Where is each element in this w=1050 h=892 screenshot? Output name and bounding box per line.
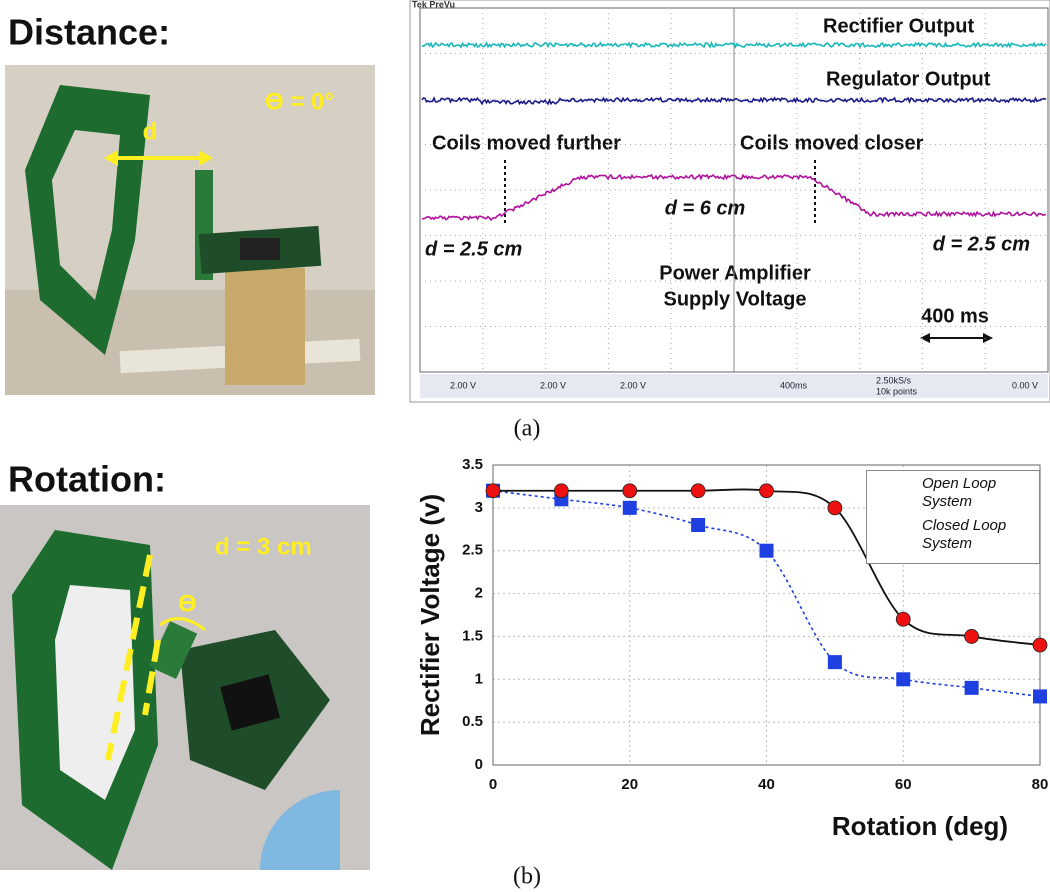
annotation: Coils moved closer xyxy=(740,132,924,154)
annotation: d = 6 cm xyxy=(665,197,746,219)
y-tick-label: 3.5 xyxy=(462,456,483,473)
annotation: d = 2.5 cm xyxy=(933,233,1030,255)
scope-setting: 2.00 V xyxy=(540,380,566,390)
photo-label: d = 3 cm xyxy=(215,533,312,560)
panel-title: Rotation: xyxy=(8,459,166,500)
scope-setting: 2.00 V xyxy=(620,380,646,390)
marker xyxy=(828,501,842,515)
photo-distance: d ϴ = 0° xyxy=(5,65,375,395)
marker xyxy=(623,484,637,498)
y-tick-label: 1 xyxy=(475,670,483,687)
annotation: d = 2.5 cm xyxy=(425,238,522,260)
y-axis-label: Rectifier Voltage (v) xyxy=(415,494,445,736)
x-tick-label: 60 xyxy=(895,776,912,793)
marker xyxy=(623,501,637,515)
y-tick-label: 2 xyxy=(475,585,483,602)
trace-label: Regulator Output xyxy=(826,68,991,90)
legend-label: Open Loop System xyxy=(922,475,1017,511)
marker xyxy=(828,655,842,669)
marker xyxy=(1033,638,1047,652)
scope-brand: Tek PreVu xyxy=(412,0,455,9)
y-tick-label: 3 xyxy=(475,499,483,516)
panel-title: Distance: xyxy=(8,12,170,53)
marker xyxy=(965,629,979,643)
marker xyxy=(691,484,705,498)
annotation: Coils moved further xyxy=(432,132,621,154)
caption: (b) xyxy=(513,864,541,890)
marker xyxy=(760,484,774,498)
photo-rotation: d = 3 cm ϴ xyxy=(0,505,370,870)
annotation: 400 ms xyxy=(921,305,989,327)
marker xyxy=(1033,689,1047,703)
marker xyxy=(691,518,705,532)
annotation: Supply Voltage xyxy=(664,288,807,310)
marker xyxy=(760,544,774,558)
y-tick-label: 1.5 xyxy=(462,627,483,644)
scope-setting: 2.50kS/s xyxy=(876,375,912,385)
legend-label: Closed Loop System xyxy=(922,517,1017,553)
scope-setting: 2.00 V xyxy=(450,380,476,390)
y-tick-label: 0.5 xyxy=(462,713,483,730)
caption: (a) xyxy=(514,416,541,442)
x-tick-label: 40 xyxy=(758,776,775,793)
scope-setting: 10k points xyxy=(876,386,918,396)
marker xyxy=(486,484,500,498)
photo-label: ϴ = 0° xyxy=(265,88,334,115)
marker xyxy=(965,681,979,695)
photo-label: ϴ xyxy=(178,590,197,617)
y-tick-label: 0 xyxy=(475,756,483,773)
x-tick-label: 20 xyxy=(621,776,638,793)
trace-label: Rectifier Output xyxy=(823,15,974,37)
marker xyxy=(896,612,910,626)
scope-setting: 0.00 V xyxy=(1012,380,1038,390)
marker xyxy=(896,672,910,686)
scope-setting: 400ms xyxy=(780,380,808,390)
x-tick-label: 0 xyxy=(489,776,497,793)
oscilloscope: Tek PreVu Rectifier Output Regulator Out… xyxy=(410,0,1050,402)
x-tick-label: 80 xyxy=(1032,776,1049,793)
x-axis-label: Rotation (deg) xyxy=(832,811,1008,841)
photo-label: d xyxy=(143,118,158,145)
y-tick-label: 2.5 xyxy=(462,542,483,559)
marker xyxy=(554,484,568,498)
